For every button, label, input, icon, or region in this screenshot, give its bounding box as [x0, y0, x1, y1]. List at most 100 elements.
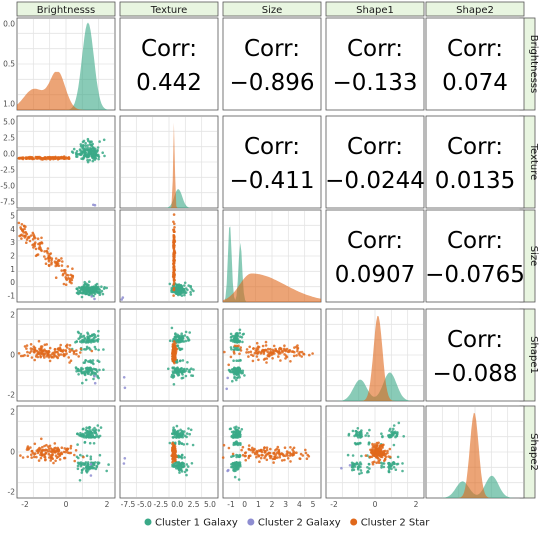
- scatter-point: [183, 293, 186, 297]
- scatter-point: [172, 337, 175, 341]
- scatter-point: [96, 462, 100, 466]
- scatter-point: [102, 348, 105, 351]
- scatter-point: [70, 150, 74, 153]
- scatter-point: [388, 433, 392, 437]
- scatter-point: [89, 341, 93, 344]
- scatter-point: [92, 152, 95, 156]
- scatter-point: [305, 457, 309, 461]
- scatter-point: [235, 368, 239, 371]
- scatter-point: [247, 355, 250, 358]
- scatter-point: [366, 432, 369, 435]
- scatter-point: [393, 462, 396, 465]
- scatter-point: [252, 347, 255, 350]
- scatter-point: [311, 352, 314, 355]
- scatter-point: [377, 461, 381, 465]
- scatter-point: [230, 368, 234, 371]
- corr-cell: Corr: 0.0135: [435, 134, 515, 194]
- scatter-point: [247, 456, 250, 460]
- scatter-point: [379, 447, 383, 451]
- scatter-point: [28, 239, 32, 243]
- scatter-point: [78, 148, 82, 151]
- scatter-point: [91, 156, 95, 159]
- scatter-point: [33, 358, 36, 362]
- scatter-point: [69, 446, 72, 450]
- scatter-point: [292, 446, 296, 450]
- strip-label: Texture: [528, 143, 539, 181]
- scatter-point: [83, 361, 87, 364]
- scatter-point: [190, 288, 194, 291]
- scatter-point: [271, 357, 274, 360]
- scatter-point: [56, 350, 59, 354]
- scatter-point: [91, 159, 95, 163]
- scatter-point: [60, 446, 64, 450]
- scatter-point: [90, 287, 93, 290]
- scatter-point: [82, 143, 85, 147]
- scatter-point: [233, 348, 236, 352]
- scatter-point: [41, 445, 44, 449]
- scatter-point: [185, 473, 188, 477]
- scatter-point: [80, 463, 84, 466]
- scatter-point: [180, 432, 183, 436]
- scatter-point: [249, 350, 253, 354]
- scatter-point: [94, 154, 97, 158]
- scatter-point: [43, 453, 46, 457]
- corr-cell: Corr: −0.133: [332, 36, 417, 96]
- scatter-point: [241, 453, 245, 457]
- scatter-point: [237, 359, 240, 363]
- scatter-point: [231, 379, 234, 383]
- scatter-point: [236, 454, 239, 457]
- scatter-point: [96, 334, 100, 338]
- scatter-point: [172, 279, 176, 283]
- scatter-point: [39, 451, 43, 455]
- scatter-point: [64, 283, 68, 287]
- scatter-point: [96, 375, 99, 379]
- scatter-point: [233, 475, 237, 479]
- scatter-point: [173, 244, 176, 247]
- scatter-point: [271, 348, 275, 352]
- scatter-point: [80, 287, 83, 291]
- scatter-point: [300, 350, 304, 354]
- scatter-point: [175, 467, 178, 470]
- scatter-point: [262, 350, 266, 354]
- scatter-point: [33, 452, 37, 455]
- scatter-point: [389, 455, 392, 459]
- scatter-point: [81, 428, 85, 431]
- scatter-point: [183, 334, 187, 337]
- scatter-point: [76, 443, 79, 446]
- scatter-point: [67, 356, 70, 359]
- scatter-point: [75, 155, 78, 158]
- scatter-point: [49, 459, 52, 462]
- scatter-point: [234, 333, 238, 337]
- scatter-point: [340, 466, 343, 470]
- scatter-point: [279, 347, 283, 351]
- panel-0-3: [325, 17, 425, 111]
- scatter-point: [183, 470, 187, 474]
- scatter-point: [281, 350, 284, 354]
- scatter-point: [58, 454, 62, 457]
- strip-label: Brightnesss: [37, 5, 95, 16]
- corr-cell: Corr: 0.0907: [335, 228, 415, 288]
- scatter-point: [86, 155, 90, 158]
- scatter-point: [80, 433, 84, 437]
- scatter-point: [241, 445, 245, 449]
- scatter-point: [378, 451, 381, 455]
- scatter-point: [43, 352, 46, 356]
- scatter-point: [71, 267, 74, 271]
- scatter-point: [236, 337, 239, 340]
- scatter-point: [49, 252, 53, 255]
- scatter-point: [233, 376, 236, 380]
- corr-cell: Corr: 0.074: [442, 36, 508, 96]
- scatter-point: [75, 152, 79, 156]
- scatter-point: [86, 360, 90, 363]
- scatter-point: [37, 449, 40, 452]
- scatter-point: [295, 354, 298, 357]
- x-tick-label: -2.5: [153, 500, 168, 509]
- scatter-point: [19, 156, 22, 160]
- scatter-point: [39, 355, 42, 359]
- y-tick-label: 2: [10, 311, 15, 320]
- scatter-point: [94, 435, 98, 439]
- strip-col-shape2: Shape2: [425, 1, 525, 17]
- scatter-point: [392, 433, 395, 437]
- scatter-point: [360, 434, 363, 438]
- legend-swatch: [247, 518, 255, 526]
